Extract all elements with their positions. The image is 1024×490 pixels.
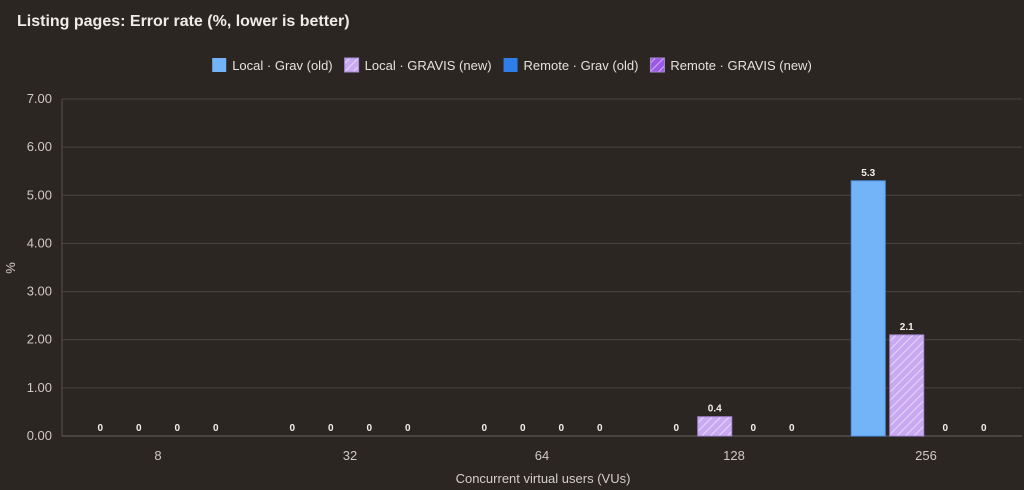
legend-label: Local · Grav (old) [232, 58, 332, 73]
data-labels: 0 0 0 0 0 0 0 0 0 0 0 0 0 0.4 0 0 5.3 2.1 0 0 [97, 168, 987, 434]
x-axis-label: Concurrent virtual users (VUs) [456, 471, 631, 486]
data-label: 0 [597, 423, 603, 434]
data-label: 0 [366, 423, 372, 434]
data-label: 0 [750, 423, 756, 434]
y-tick-label: 7.00 [27, 91, 52, 106]
chart-title: Listing pages: Error rate (%, lower is b… [17, 13, 350, 30]
legend-label: Remote · Grav (old) [524, 58, 639, 73]
y-tick-labels: 0.00 1.00 2.00 3.00 4.00 5.00 6.00 7.00 [27, 91, 52, 443]
data-label: 0 [405, 423, 411, 434]
y-tick-label: 6.00 [27, 139, 52, 154]
data-label: 0 [981, 423, 987, 434]
bars [697, 180, 925, 437]
data-label: 0 [213, 423, 219, 434]
data-label: 0 [97, 423, 103, 434]
legend-item[interactable]: Local · GRAVIS (new) [344, 57, 492, 73]
y-tick-label: 2.00 [27, 332, 52, 347]
bar[interactable] [697, 416, 733, 437]
bar[interactable] [850, 180, 886, 437]
x-tick-label: 64 [535, 448, 549, 463]
data-label: 0 [673, 423, 679, 434]
data-label: 0 [942, 423, 948, 434]
x-tick-label: 32 [343, 448, 357, 463]
data-label: 0 [481, 423, 487, 434]
legend-item[interactable]: Local · Grav (old) [212, 58, 333, 73]
legend-label: Remote · GRAVIS (new) [670, 58, 811, 73]
legend-label: Local · GRAVIS (new) [365, 58, 492, 73]
legend-item[interactable]: Remote · Grav (old) [503, 58, 639, 73]
y-tick-label: 5.00 [27, 187, 52, 202]
y-tick-label: 0.00 [27, 428, 52, 443]
legend-item[interactable]: Remote · GRAVIS (new) [649, 57, 812, 73]
data-label: 2.1 [900, 322, 914, 333]
y-tick-label: 3.00 [27, 284, 52, 299]
legend-swatch [503, 58, 518, 72]
legend: Local · Grav (old) Local · GRAVIS (new) Re… [212, 57, 812, 73]
legend-swatch [649, 57, 665, 73]
legend-swatch [344, 57, 360, 73]
data-label: 0 [520, 423, 526, 434]
legend-swatch [212, 58, 227, 72]
x-tick-label: 8 [154, 448, 161, 463]
data-label: 0.4 [708, 404, 722, 415]
data-label: 5.3 [861, 168, 875, 179]
data-label: 0 [136, 423, 142, 434]
y-tick-label: 4.00 [27, 235, 52, 250]
x-tick-labels: 8 32 64 128 256 [154, 448, 936, 463]
data-label: 0 [789, 423, 795, 434]
x-tick-label: 256 [915, 448, 937, 463]
y-axis-label: % [3, 262, 18, 274]
x-tick-label: 128 [723, 448, 745, 463]
data-label: 0 [558, 423, 564, 434]
bar[interactable] [889, 334, 925, 437]
data-label: 0 [289, 423, 295, 434]
data-label: 0 [328, 423, 334, 434]
data-label: 0 [174, 423, 180, 434]
y-tick-label: 1.00 [27, 380, 52, 395]
